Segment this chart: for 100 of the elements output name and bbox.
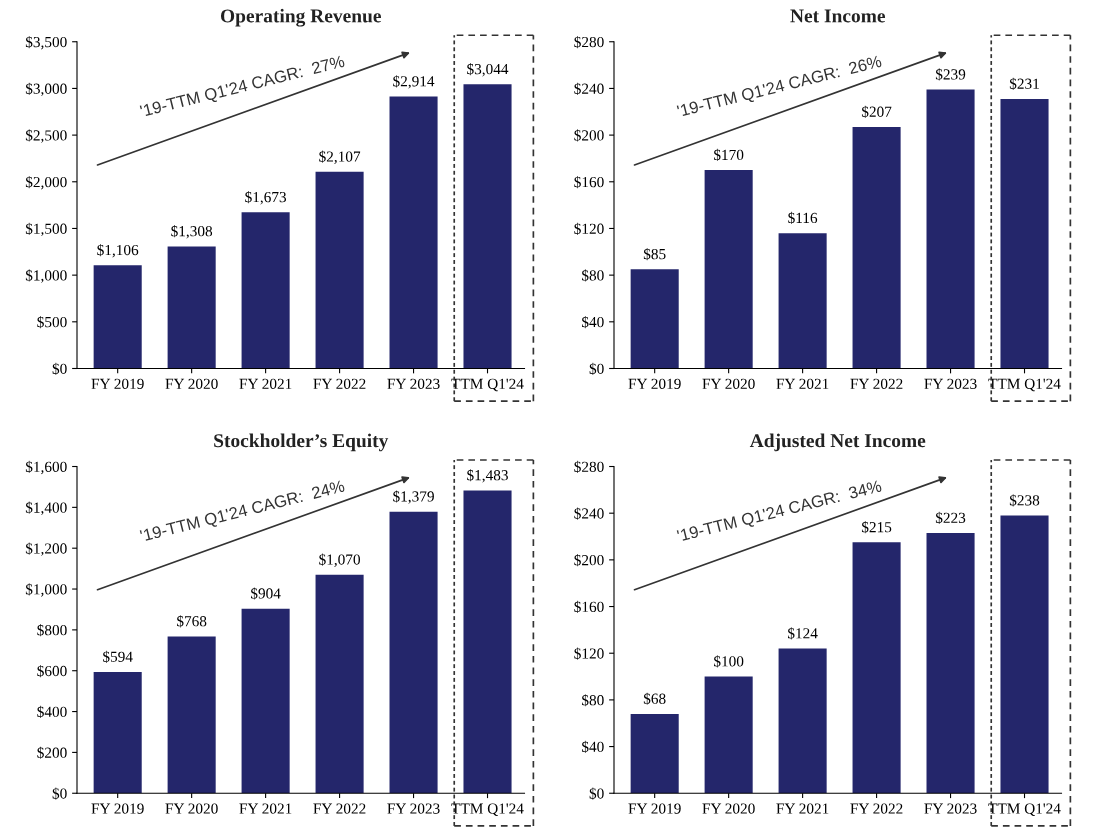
y-tick-label: $1,000 <box>25 269 67 283</box>
bar <box>93 671 142 794</box>
data-label: $594 <box>103 650 133 663</box>
data-label: $215 <box>861 521 892 534</box>
x-tick-label: FY 2020 <box>702 803 755 814</box>
bar <box>241 212 290 369</box>
x-tick-label: FY 2023 <box>387 803 440 814</box>
data-label: $239 <box>935 68 966 81</box>
x-tick-label: TTM Q1'24 <box>451 803 524 817</box>
y-tick-label: $120 <box>574 222 604 235</box>
x-tick-label: FY 2019 <box>628 378 681 389</box>
x-tick-label: FY 2021 <box>776 803 829 814</box>
y-tick-label: $240 <box>574 82 604 95</box>
bar <box>1000 98 1049 369</box>
y-tick-label: $2,500 <box>25 129 67 143</box>
y-tick-label: $160 <box>574 176 604 189</box>
data-label: $2,914 <box>393 75 435 89</box>
y-tick-label: $500 <box>37 316 67 329</box>
bar <box>315 574 364 794</box>
bar <box>241 608 290 794</box>
y-tick-label: $200 <box>37 746 67 759</box>
bar <box>463 490 512 794</box>
data-label: $223 <box>935 511 966 524</box>
bar <box>704 676 753 794</box>
bar <box>852 542 901 794</box>
y-tick-label: $2,000 <box>25 176 67 190</box>
data-label: $904 <box>250 587 281 600</box>
data-label: $207 <box>861 105 892 118</box>
y-tick-label: $1,600 <box>25 460 67 475</box>
data-label: $124 <box>787 627 818 640</box>
bar <box>852 126 901 369</box>
x-tick-label: FY 2022 <box>313 378 366 389</box>
y-tick-label: $1,200 <box>25 542 67 556</box>
y-tick-label: $40 <box>582 740 604 754</box>
y-tick-label: $80 <box>582 269 604 282</box>
y-tick-label: $0 <box>589 362 604 375</box>
y-tick-label: $80 <box>582 694 604 707</box>
bar <box>167 246 216 369</box>
x-tick-label: FY 2022 <box>850 803 903 814</box>
bar <box>704 170 753 369</box>
data-label: $238 <box>1009 494 1040 507</box>
y-tick-label: $240 <box>574 507 604 520</box>
bar <box>389 96 438 369</box>
bar <box>315 171 364 369</box>
bar <box>463 84 512 369</box>
data-label: $116 <box>788 211 818 225</box>
annotation: '19-TTM Q1'24 CAGR: 24% <box>139 479 346 545</box>
y-tick-label: $200 <box>574 554 604 567</box>
bar <box>630 713 679 794</box>
bar <box>778 233 827 369</box>
y-tick-label: $1,400 <box>25 501 67 515</box>
y-tick-label: $40 <box>582 316 604 329</box>
data-label: $68 <box>643 692 666 705</box>
y-tick-label: $400 <box>37 705 67 719</box>
x-tick-label: FY 2019 <box>91 803 144 814</box>
y-tick-label: $1,500 <box>25 222 67 237</box>
y-tick-label: $0 <box>52 362 67 375</box>
bar <box>167 636 216 794</box>
y-tick-label: $600 <box>37 664 67 678</box>
data-label: $231 <box>1009 77 1039 90</box>
x-tick-label: TTM Q1'24 <box>988 803 1061 817</box>
data-label: $1,308 <box>171 225 213 239</box>
x-tick-label: FY 2023 <box>387 378 440 389</box>
x-tick-label: TTM Q1'24 <box>451 378 524 392</box>
y-tick-label: $160 <box>574 600 604 614</box>
y-tick-label: $0 <box>589 787 604 800</box>
bar <box>93 265 142 369</box>
x-tick-label: FY 2020 <box>702 378 755 389</box>
y-tick-label: $0 <box>52 787 67 800</box>
bar <box>926 533 975 794</box>
chart-title: Adjusted Net Income <box>749 433 926 452</box>
bar <box>389 511 438 794</box>
chart-title: Operating Revenue <box>220 8 381 27</box>
x-tick-label: FY 2020 <box>165 803 218 814</box>
y-tick-label: $280 <box>574 35 604 49</box>
bar <box>926 89 975 369</box>
data-label: $100 <box>714 655 744 668</box>
y-tick-label: $3,000 <box>25 82 67 97</box>
y-tick-label: $120 <box>574 647 604 660</box>
bar <box>1000 515 1049 794</box>
y-tick-label: $3,500 <box>25 35 67 50</box>
chart-title: Net Income <box>790 9 886 23</box>
x-tick-label: FY 2022 <box>313 803 366 814</box>
x-tick-label: FY 2021 <box>239 803 292 814</box>
y-tick-label: $800 <box>37 624 67 637</box>
annotation: '19-TTM Q1'24 CAGR: 27% <box>139 55 346 120</box>
chart-title: Stockholder’s Equity <box>214 433 389 452</box>
x-tick-label: FY 2021 <box>776 378 829 389</box>
data-label: $1,483 <box>467 469 508 483</box>
x-tick-label: FY 2019 <box>91 378 144 389</box>
x-tick-label: TTM Q1'24 <box>988 378 1061 392</box>
data-label: $170 <box>714 148 744 162</box>
x-tick-label: FY 2020 <box>165 378 218 389</box>
data-label: $85 <box>643 248 666 261</box>
bar <box>778 648 827 794</box>
data-label: $2,107 <box>319 150 361 164</box>
data-label: $768 <box>177 615 207 628</box>
x-tick-label: FY 2021 <box>239 378 292 389</box>
y-tick-label: $280 <box>574 460 604 473</box>
data-label: $1,070 <box>319 553 361 567</box>
